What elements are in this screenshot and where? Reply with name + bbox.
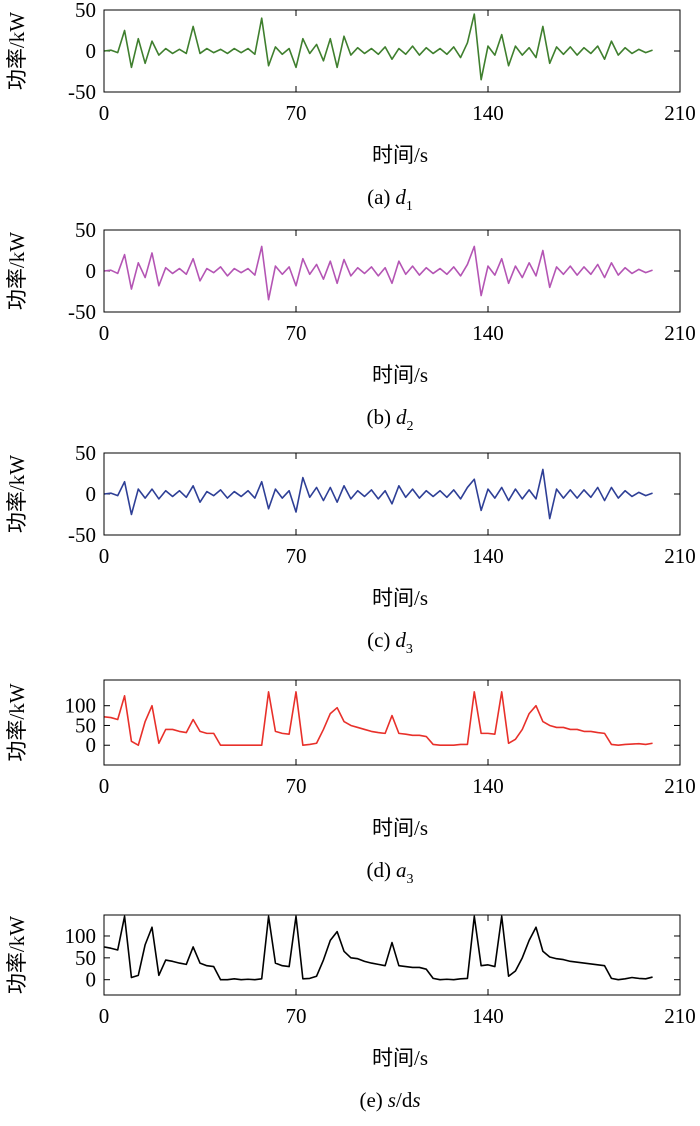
x-tick-label: 0 [99, 774, 110, 798]
data-line [104, 915, 653, 981]
y-tick-label: -50 [68, 80, 96, 104]
x-tick-label: 70 [286, 1004, 307, 1028]
data-line [104, 13, 653, 81]
data-line [104, 691, 653, 747]
caption-part: d [395, 628, 406, 652]
y-tick-label: 0 [86, 482, 97, 506]
x-tick-label: 0 [99, 321, 110, 345]
y-tick-label: 50 [75, 218, 96, 242]
plot-frame [103, 229, 681, 313]
plot-area [104, 915, 653, 981]
x-tick-label: 140 [472, 774, 504, 798]
caption: (d) a3 [367, 858, 414, 887]
data-line [104, 245, 653, 301]
y-tick-label: 0 [86, 39, 97, 63]
caption-part: 3 [406, 642, 413, 657]
y-tick-label: 100 [65, 924, 97, 948]
y-axis-title: 功率/kW [5, 683, 29, 761]
plot-area [104, 691, 653, 747]
caption-part: d [395, 185, 406, 209]
caption: (e) s/ds [359, 1088, 420, 1112]
x-tick-label: 140 [472, 321, 504, 345]
x-tick-label: 70 [286, 544, 307, 568]
x-axis-title: 时间/s [372, 363, 428, 387]
y-tick-label: 0 [86, 968, 97, 992]
x-tick-label: 210 [664, 544, 696, 568]
y-tick-label: 50 [75, 713, 96, 737]
caption-part: 3 [407, 872, 414, 887]
plot-frame [103, 679, 681, 766]
x-tick-label: 0 [99, 101, 110, 125]
caption-part: 2 [407, 419, 414, 434]
caption-part: (d) [367, 858, 392, 882]
y-axis-title: 功率/kW [5, 916, 29, 994]
plot-frame [103, 9, 681, 93]
caption-part: (a) [367, 185, 390, 209]
caption-part: a [396, 858, 407, 882]
plot-frame [103, 914, 681, 996]
x-tick-label: 210 [664, 101, 696, 125]
caption-part: s [412, 1088, 420, 1112]
x-axis-title: 时间/s [372, 143, 428, 167]
caption: (a) d1 [367, 185, 413, 214]
caption-part: (b) [367, 405, 392, 429]
caption-part: (e) [359, 1088, 382, 1112]
plot-frame [103, 452, 681, 536]
x-tick-label: 140 [472, 1004, 504, 1028]
caption-part: 1 [406, 199, 413, 214]
plot-area [104, 245, 653, 301]
y-axis-title: 功率/kW [5, 455, 29, 533]
plot-area [104, 468, 653, 520]
y-tick-label: 0 [86, 259, 97, 283]
x-tick-label: 140 [472, 544, 504, 568]
caption: (b) d2 [367, 405, 414, 434]
x-axis-title: 时间/s [372, 586, 428, 610]
y-tick-label: 50 [75, 441, 96, 465]
plot-area [104, 13, 653, 81]
y-tick-label: -50 [68, 523, 96, 547]
caption-part: s [388, 1088, 396, 1112]
y-tick-label: 100 [65, 694, 97, 718]
caption-part: /d [396, 1088, 413, 1112]
y-axis-title: 功率/kW [5, 12, 29, 90]
y-axis-title: 功率/kW [5, 232, 29, 310]
y-tick-label: 0 [86, 733, 97, 757]
data-line [104, 468, 653, 520]
x-tick-label: 210 [664, 321, 696, 345]
x-tick-label: 0 [99, 544, 110, 568]
x-tick-label: 70 [286, 101, 307, 125]
y-tick-label: -50 [68, 300, 96, 324]
x-axis-title: 时间/s [372, 816, 428, 840]
x-tick-label: 70 [286, 774, 307, 798]
caption-part: (c) [367, 628, 390, 652]
x-tick-label: 210 [664, 1004, 696, 1028]
y-tick-label: 50 [75, 946, 96, 970]
x-tick-label: 140 [472, 101, 504, 125]
caption-part: d [396, 405, 407, 429]
x-tick-label: 0 [99, 1004, 110, 1028]
y-tick-label: 50 [75, 0, 96, 22]
x-axis-title: 时间/s [372, 1046, 428, 1070]
x-tick-label: 210 [664, 774, 696, 798]
x-tick-label: 70 [286, 321, 307, 345]
caption: (c) d3 [367, 628, 413, 657]
